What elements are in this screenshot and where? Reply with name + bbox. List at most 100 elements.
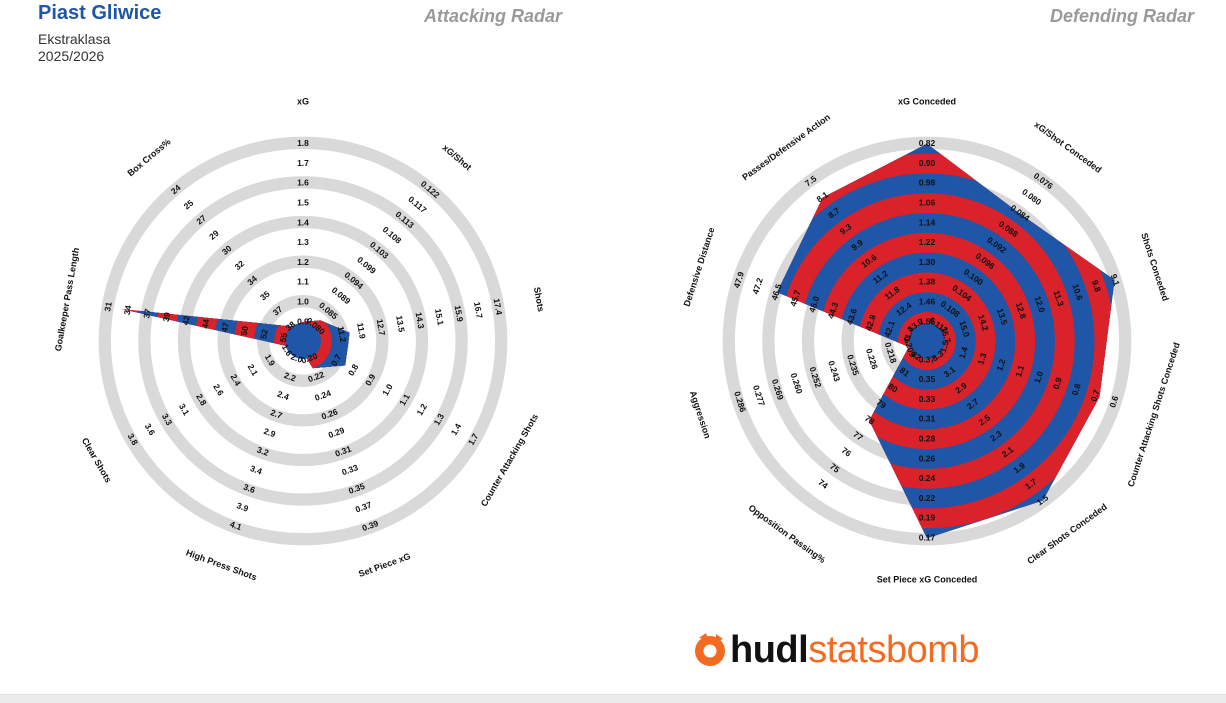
attacking-tick-label: 15.1	[433, 308, 446, 326]
attacking-tick-label: 3.9	[235, 500, 250, 514]
attacking-ring	[98, 136, 508, 546]
defending-radar: 1.55 1.46 1.38 1.30 1.22 1.14 1.06 0.98 0.90 0.82…	[682, 96, 1182, 584]
defending-tick-label: 0.9	[1051, 376, 1064, 391]
attacking-tick-label: 0.117	[406, 194, 429, 215]
attacking-tick-label: 2.4	[276, 389, 291, 403]
attacking-ring	[138, 176, 468, 506]
defending-tick-label: 0.6	[1107, 394, 1120, 409]
attacking-tick-label: 16.7	[472, 301, 485, 319]
defending-tick-label: 0.26	[919, 453, 936, 463]
defending-tick-label: 0.82	[919, 138, 936, 148]
defending-tick-label: 0.90	[919, 158, 936, 168]
attacking-tick-label: 11.2	[336, 325, 349, 343]
defending-tick-label: 45.7	[788, 289, 803, 308]
defending-tick-label: 46.5	[769, 282, 784, 301]
defending-tick-label: 0.35	[919, 374, 936, 384]
defending-tick-label: 11.3	[1052, 289, 1067, 308]
attacking-tick-label: 1.6	[297, 178, 309, 188]
attacking-tick-label: 42	[180, 315, 192, 326]
defending-tick-label: 1.46	[919, 296, 936, 306]
attacking-tick-label: 52	[258, 328, 270, 339]
attacking-ring	[217, 255, 389, 427]
attacking-tick-label: 1.2	[297, 257, 309, 267]
attacking-radar: 0.91.01.11.21.31.41.51.61.71.8xG0.0800.0…	[53, 96, 546, 582]
attacking-tick-label: 1.8	[297, 138, 309, 148]
attacking-tick-label: 4.1	[229, 519, 244, 533]
defending-tick-label: 15.0	[957, 319, 972, 338]
defending-tick-label: 0.19	[919, 513, 936, 523]
defending-tick-label: 0.17	[919, 532, 936, 542]
attacking-tick-label: 2.6	[211, 382, 226, 397]
defending-radar-title: Defending Radar	[1049, 6, 1194, 26]
defending-tick-label: 1.4	[957, 345, 970, 360]
defending-tick-label: 0.37	[919, 354, 936, 364]
hudl-statsbomb-logo: hudlstatsbomb	[690, 628, 980, 672]
attacking-tick-label: 37	[141, 308, 153, 319]
defending-tick-label: 1.55	[919, 316, 936, 326]
attacking-tick-label: 0.24	[313, 388, 332, 403]
defending-axis-label: xG/Shot Conceded	[1032, 119, 1103, 174]
defending-tick-label: 47.9	[731, 270, 746, 289]
defending-axis-label: Aggression	[688, 390, 713, 440]
defending-axis-label: Set Piece xG Conceded	[877, 574, 978, 584]
hudl-logo-icon	[695, 633, 725, 666]
attacking-tick-label: 0.29	[327, 425, 346, 440]
logo-wordmark: hudlstatsbomb	[730, 628, 980, 672]
attacking-tick-label: 3.6	[143, 422, 158, 437]
defending-tick-label: 42.1	[882, 319, 897, 338]
defending-tick-label: 0.7	[1088, 388, 1101, 403]
attacking-tick-label: 0.33	[340, 462, 359, 477]
attacking-tick-label: 35	[258, 288, 272, 302]
attacking-axis-label: Goalkeeper Pass Length	[53, 247, 81, 352]
defending-tick-label: 43.6	[844, 307, 859, 326]
defending-tick-label: 74	[816, 477, 830, 491]
defending-tick-label: 0.277	[751, 384, 767, 408]
defending-tick-label: 0.22	[919, 493, 936, 503]
defending-tick-label: 1.5	[938, 339, 951, 354]
defending-tick-label: 0.31	[919, 414, 936, 424]
defending-tick-label: 15.7	[938, 325, 953, 344]
defending-tick-label: 0.33	[919, 394, 936, 404]
defending-tick-label: 1.1	[1013, 364, 1026, 379]
defending-axis-label: Counter Attacking Shots Conceded	[1126, 341, 1182, 488]
attacking-tick-label: 1.0	[380, 382, 395, 397]
attacking-tick-label: 1.5	[297, 197, 309, 207]
attacking-tick-label: 0.37	[354, 499, 373, 514]
defending-tick-label: 44.3	[826, 301, 841, 320]
defending-tick-label: 41.4	[901, 325, 916, 344]
attacking-center-dot	[284, 322, 322, 360]
attacking-tick-label: 1.4	[297, 217, 309, 227]
attacking-tick-label: 32	[233, 258, 247, 272]
attacking-tick-label: 2.1	[246, 362, 261, 377]
defending-tick-label: 1.14	[919, 217, 936, 227]
attacking-tick-label: 0.089	[330, 285, 353, 307]
attacking-tick-label: 1.0	[297, 296, 309, 306]
defending-axis-label: xG Conceded	[898, 96, 956, 106]
defending-tick-label: 1.30	[919, 257, 936, 267]
attacking-tick-label: 17.4	[492, 298, 505, 316]
defending-tick-label: 47.2	[750, 276, 765, 295]
attacking-tick-label: 12.7	[375, 318, 388, 336]
attacking-tick-label: 44	[200, 318, 212, 329]
defending-tick-label: 1.38	[919, 277, 936, 287]
attacking-axis-label: Box Cross%	[125, 137, 172, 179]
attacking-tick-label: 13.5	[394, 315, 407, 333]
attacking-tick-label: 14.3	[414, 311, 427, 329]
attacking-tick-label: 2.9	[262, 426, 277, 440]
logo-brand-light: statsbomb	[808, 628, 980, 671]
defending-tick-label: 1.0	[1032, 370, 1045, 385]
attacking-tick-label: 25	[182, 197, 196, 211]
attacking-radar-title: Attacking Radar	[424, 6, 563, 26]
logo-brand-bold: hudl	[730, 628, 809, 671]
defending-tick-label: 9.1	[1109, 273, 1122, 288]
defending-tick-label: 9.8	[1090, 279, 1103, 294]
attacking-tick-label: 1.3	[297, 237, 309, 247]
defending-tick-label: 0.226	[864, 347, 880, 371]
attacking-tick-label: 1.4	[449, 421, 464, 436]
attacking-tick-label: 0.099	[355, 255, 378, 277]
defending-tick-label: 10.6	[1070, 283, 1085, 302]
attacking-tick-label: 47	[219, 321, 231, 332]
attacking-tick-label: 3.6	[242, 482, 257, 496]
defending-center-dot	[908, 322, 946, 360]
